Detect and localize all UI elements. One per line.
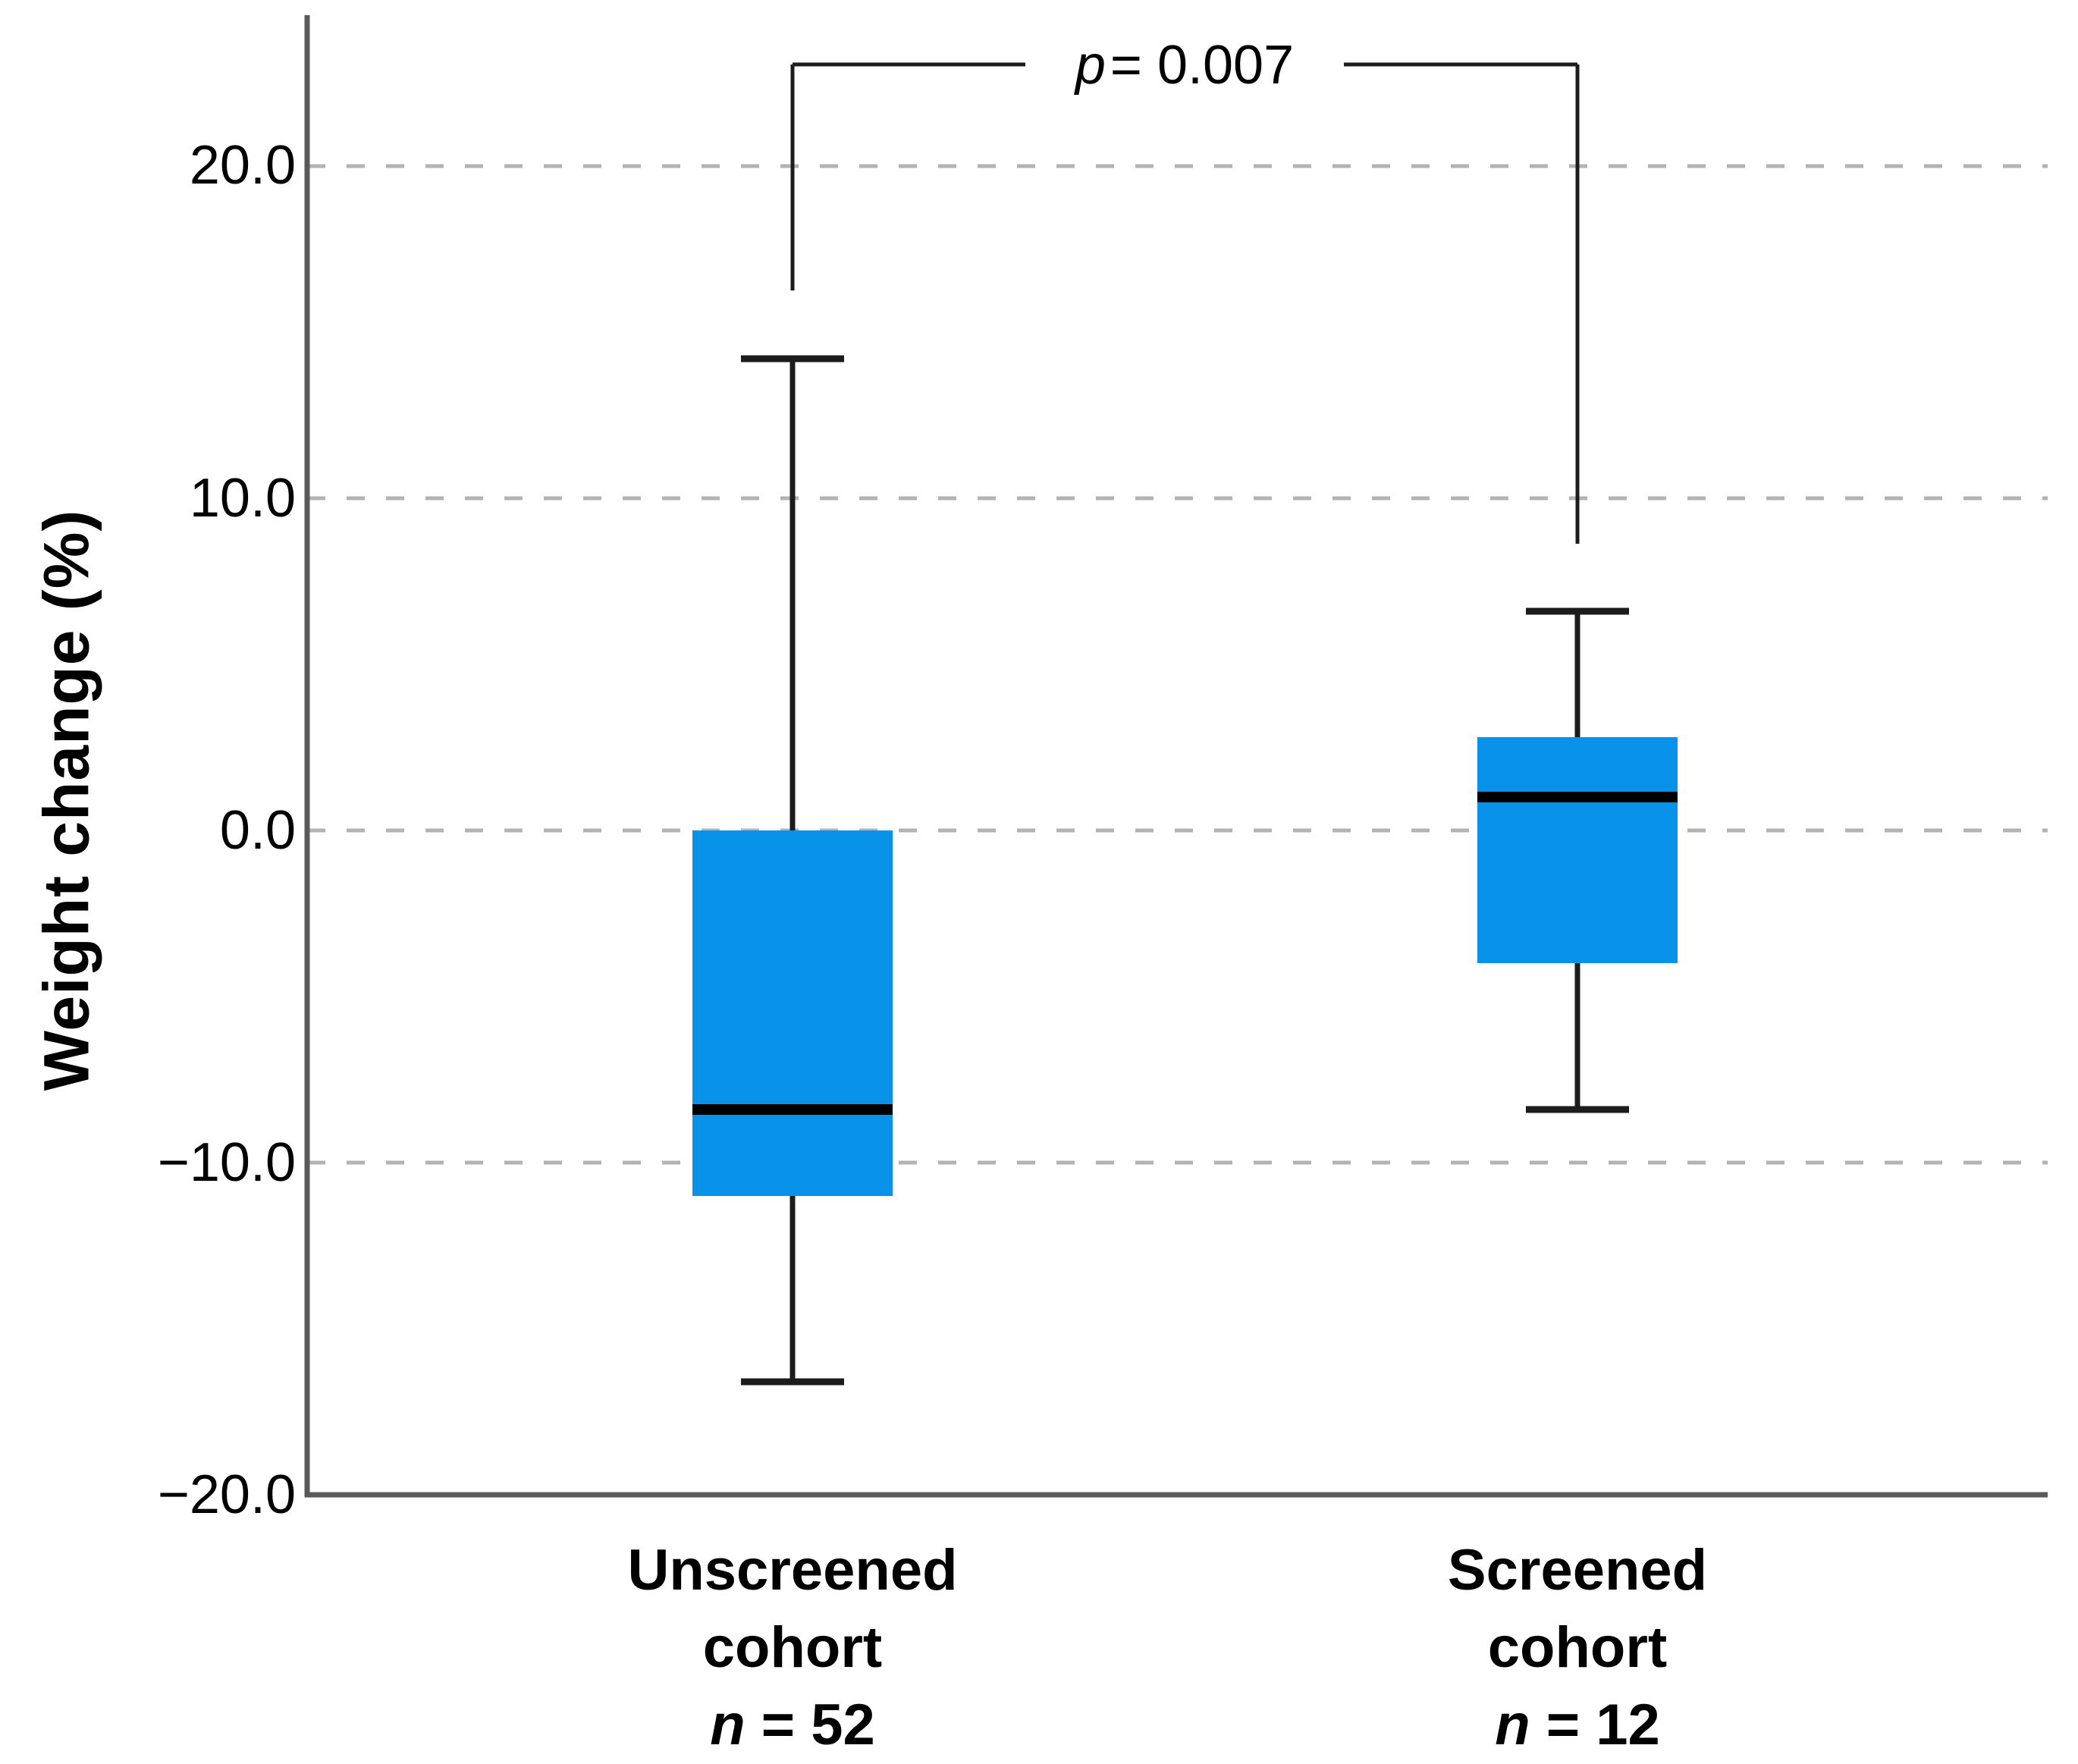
category-screened-n-value: = 12 <box>1530 1693 1660 1757</box>
p-value-symbol: p <box>1075 35 1106 96</box>
category-unscreened-n-symbol: n <box>710 1693 746 1757</box>
y-tick-label-neg20: −20.0 <box>157 1464 296 1525</box>
p-value-text: = 0.007 <box>1110 35 1295 96</box>
y-tick-label-20: 20.0 <box>189 135 296 196</box>
category-screened-line1: Screened <box>1447 1538 1708 1602</box>
category-unscreened-line2: cohort <box>702 1615 883 1680</box>
category-label-screened: Screened cohort n = 12 <box>1274 1532 1881 1764</box>
category-unscreened-n: n = 52 <box>489 1687 1096 1764</box>
category-unscreened-line1: Unscreened <box>627 1538 958 1602</box>
y-tick-label-neg10: −10.0 <box>157 1132 296 1193</box>
category-screened-n-symbol: n <box>1495 1693 1530 1757</box>
p-value-label: p= 0.007 <box>1025 33 1344 97</box>
y-tick-label-10: 10.0 <box>189 468 296 529</box>
category-unscreened-n-value: = 52 <box>745 1693 875 1757</box>
category-label-unscreened: Unscreened cohort n = 52 <box>489 1532 1096 1764</box>
iqr-box-screened <box>1477 737 1678 963</box>
category-screened-line2: cohort <box>1487 1615 1668 1680</box>
iqr-box-unscreened <box>692 830 893 1196</box>
category-screened-n: n = 12 <box>1274 1687 1881 1764</box>
y-tick-label-0: 0.0 <box>219 800 296 861</box>
